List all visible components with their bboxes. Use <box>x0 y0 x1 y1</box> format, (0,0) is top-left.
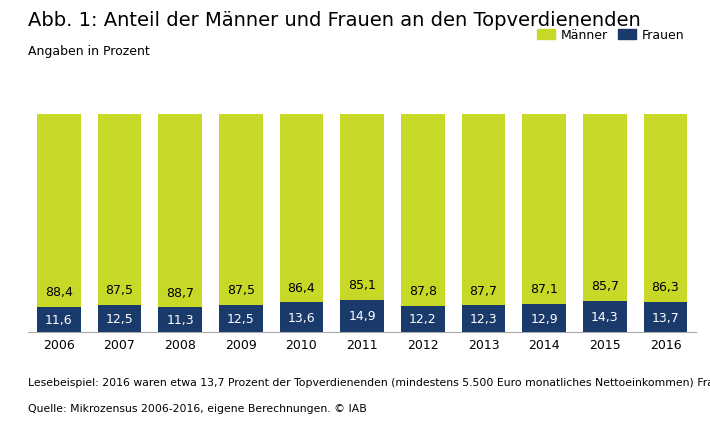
Text: 87,8: 87,8 <box>409 284 437 297</box>
Text: 11,3: 11,3 <box>166 314 194 326</box>
Bar <box>280 115 323 303</box>
Bar <box>462 115 506 305</box>
Text: Quelle: Mikrozensus 2006-2016, eigene Berechnungen. © IAB: Quelle: Mikrozensus 2006-2016, eigene Be… <box>28 403 367 412</box>
Bar <box>583 115 627 301</box>
Text: 12,9: 12,9 <box>530 312 558 325</box>
Bar <box>37 115 80 307</box>
Text: 86,3: 86,3 <box>652 281 679 294</box>
Text: 88,4: 88,4 <box>45 285 72 298</box>
Bar <box>97 305 141 332</box>
Bar <box>280 303 323 332</box>
Text: Abb. 1: Anteil der Männer und Frauen an den Topverdienenden: Abb. 1: Anteil der Männer und Frauen an … <box>28 11 641 29</box>
Text: 13,6: 13,6 <box>288 311 315 324</box>
Text: 12,2: 12,2 <box>409 313 437 325</box>
Bar <box>158 115 202 308</box>
Bar <box>340 115 384 300</box>
Text: 87,5: 87,5 <box>226 283 255 296</box>
Bar <box>401 115 444 306</box>
Text: 12,5: 12,5 <box>106 312 133 325</box>
Text: 14,9: 14,9 <box>349 310 376 322</box>
Text: 11,6: 11,6 <box>45 313 72 326</box>
Legend: Männer, Frauen: Männer, Frauen <box>532 24 689 47</box>
Text: 12,3: 12,3 <box>469 312 497 325</box>
Bar <box>644 115 687 302</box>
Bar <box>644 302 687 332</box>
Text: 85,7: 85,7 <box>591 279 619 293</box>
Text: 12,5: 12,5 <box>227 312 255 325</box>
Bar <box>523 304 566 332</box>
Bar <box>219 115 263 305</box>
Text: 14,3: 14,3 <box>591 310 618 323</box>
Bar <box>462 305 506 332</box>
Text: Angaben in Prozent: Angaben in Prozent <box>28 45 150 58</box>
Bar <box>158 308 202 332</box>
Text: 87,7: 87,7 <box>469 284 498 297</box>
Bar <box>401 306 444 332</box>
Text: 88,7: 88,7 <box>166 286 194 299</box>
Bar <box>37 307 80 332</box>
Text: 87,1: 87,1 <box>530 282 558 296</box>
Text: 87,5: 87,5 <box>105 283 133 296</box>
Bar <box>219 305 263 332</box>
Bar <box>583 301 627 332</box>
Bar <box>97 115 141 305</box>
Text: 13,7: 13,7 <box>652 311 679 324</box>
Text: Lesebeispiel: 2016 waren etwa 13,7 Prozent der Topverdienenden (mindestens 5.500: Lesebeispiel: 2016 waren etwa 13,7 Proze… <box>28 377 710 387</box>
Text: 85,1: 85,1 <box>348 278 376 291</box>
Text: 86,4: 86,4 <box>288 281 315 294</box>
Bar <box>340 300 384 332</box>
Bar <box>523 115 566 304</box>
